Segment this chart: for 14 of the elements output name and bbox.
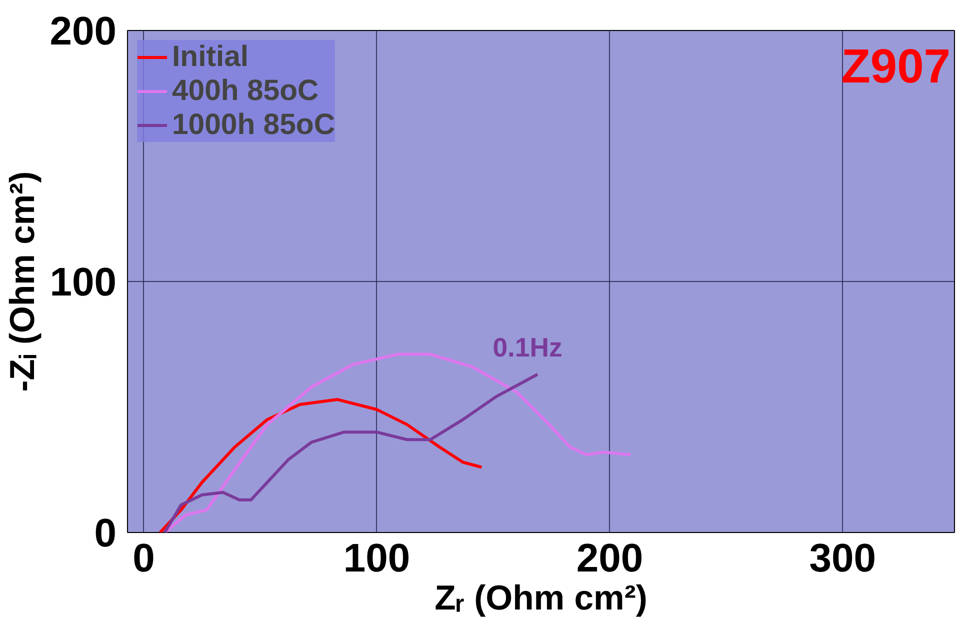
annotation: 0.1Hz <box>492 332 562 362</box>
legend-label: 1000h 85oC <box>172 108 336 142</box>
y-tick-label: 100 <box>50 260 117 304</box>
annotation: Z907 <box>841 40 950 94</box>
y-tick-label: 200 <box>50 10 117 54</box>
x-tick-label: 100 <box>343 536 410 580</box>
legend-label: Initial <box>172 40 249 74</box>
y-axis-title: -Zᵢ (Ohm cm²) <box>4 171 42 392</box>
x-tick-label: 0 <box>132 536 155 580</box>
x-tick-label: 300 <box>809 536 876 580</box>
x-axis-title: Zᵣ (Ohm cm²) <box>434 580 648 618</box>
x-tick-label: 200 <box>576 536 644 580</box>
legend-label: 400h 85oC <box>172 74 319 108</box>
line-series <box>163 372 540 532</box>
